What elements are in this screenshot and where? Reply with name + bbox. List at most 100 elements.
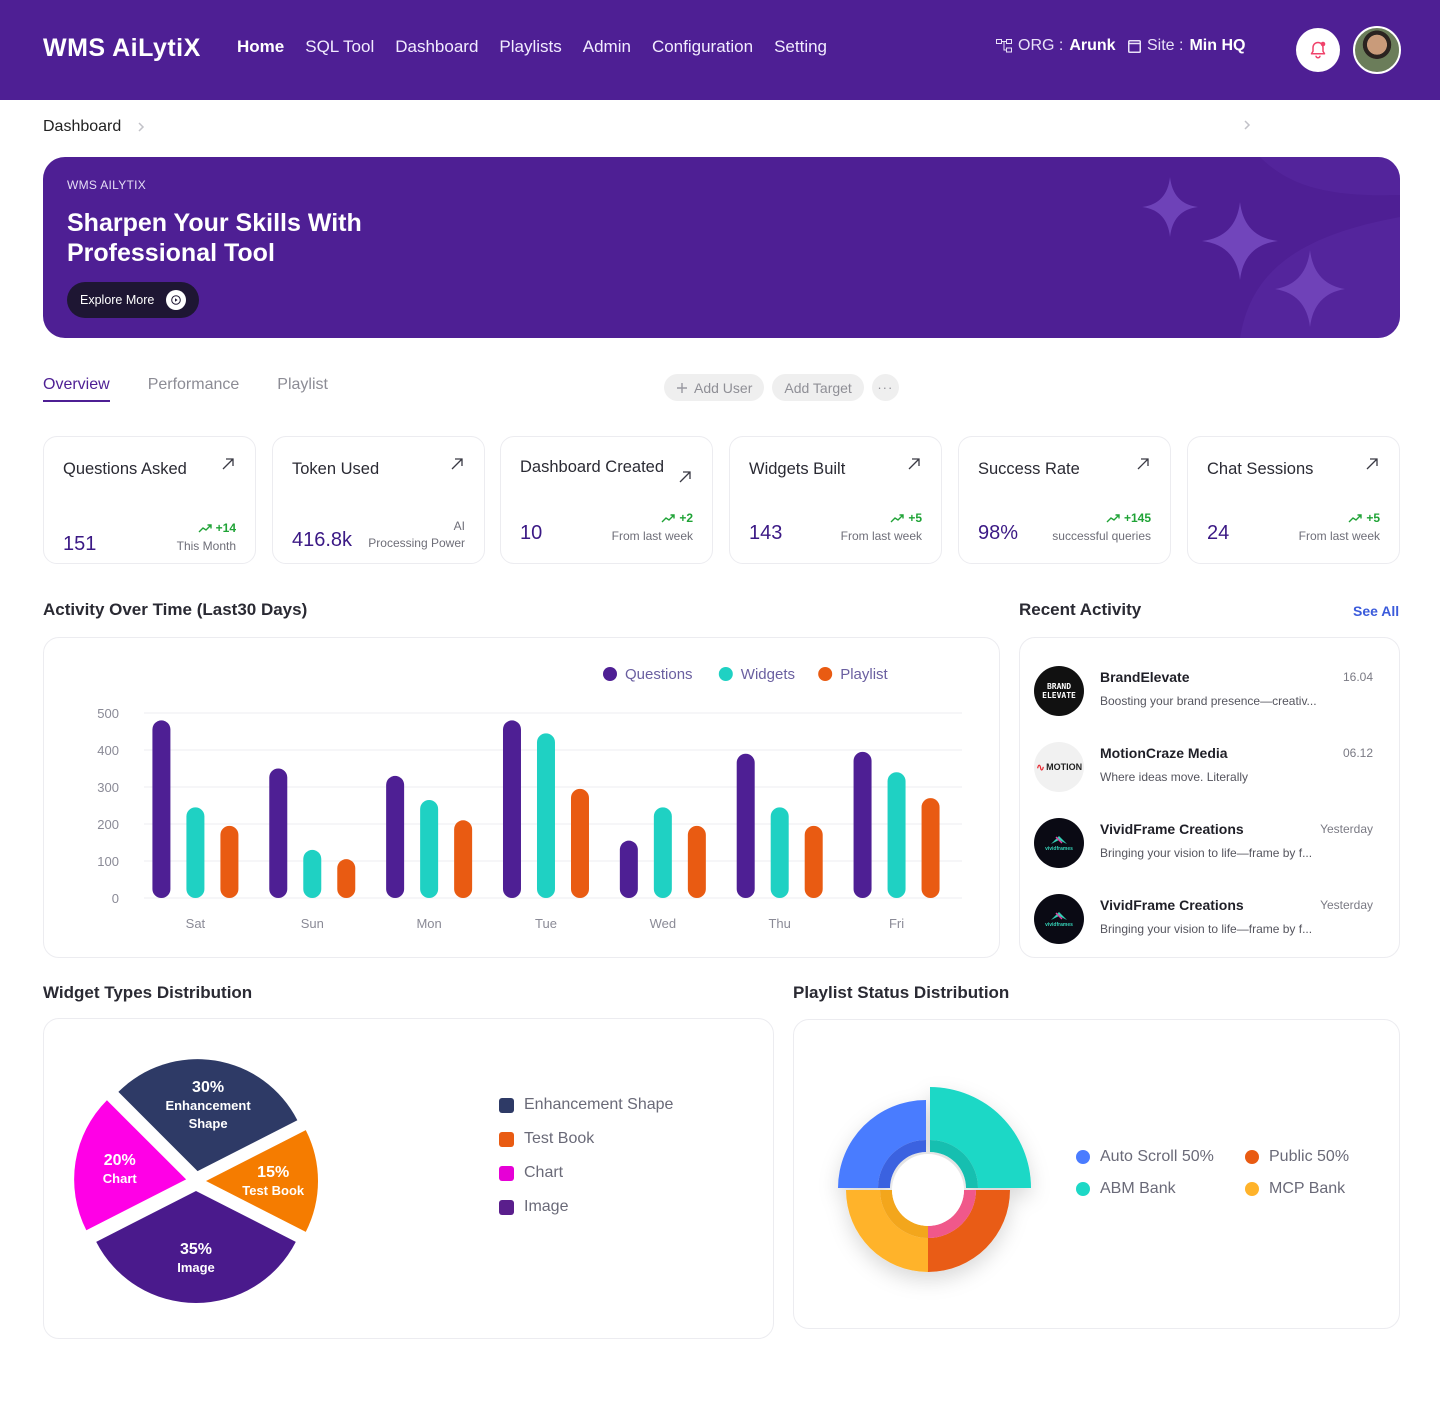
bar-playlist-thu[interactable] bbox=[804, 825, 823, 898]
stat-delta: +5 bbox=[890, 511, 922, 525]
bar-widgets-fri[interactable] bbox=[887, 772, 906, 898]
dashboard-tabs: Overview Performance Playlist bbox=[43, 376, 328, 402]
nav-playlists[interactable]: Playlists bbox=[499, 37, 562, 56]
stat-card-token-used[interactable]: Token Used 416.8k AI Processing Power bbox=[272, 436, 485, 564]
nav-admin[interactable]: Admin bbox=[582, 37, 631, 56]
arrow-up-right-icon[interactable] bbox=[907, 457, 921, 471]
legend-label-widgets[interactable]: Widgets bbox=[741, 666, 795, 683]
donut-segment-public[interactable] bbox=[928, 1190, 1010, 1272]
bar-widgets-mon[interactable] bbox=[420, 799, 439, 898]
tab-performance[interactable]: Performance bbox=[147, 376, 240, 393]
bar-playlist-fri[interactable] bbox=[921, 798, 940, 898]
notifications-button[interactable] bbox=[1296, 28, 1340, 72]
add-target-button[interactable]: Add Target bbox=[772, 374, 864, 401]
donut-segment-auto-scroll[interactable] bbox=[838, 1100, 926, 1188]
bar-widgets-sat[interactable] bbox=[186, 807, 205, 898]
bar-questions-sat[interactable] bbox=[152, 720, 171, 898]
stat-card-success-rate[interactable]: Success Rate 98% +145 successful queries bbox=[958, 436, 1171, 564]
bar-playlist-tue[interactable] bbox=[570, 788, 589, 898]
activity-bar-chart: 0 100 200 300 400 500 Sat Sun Mon Tue Wed Thu Fri Que… bbox=[97, 666, 962, 931]
nav-sql-tool[interactable]: SQL Tool bbox=[305, 37, 375, 56]
activity-item[interactable]: ∿ MOTION MotionCraze Media Where ideas mo… bbox=[1034, 742, 1379, 792]
arrow-up-right-icon[interactable] bbox=[1365, 457, 1379, 471]
bar-questions-mon[interactable] bbox=[386, 775, 405, 898]
y-tick-label: 400 bbox=[97, 743, 119, 758]
bar-questions-thu[interactable] bbox=[736, 753, 755, 898]
donut-segment-mcp-bank[interactable] bbox=[846, 1190, 928, 1272]
breadcrumb-forward-button[interactable] bbox=[1243, 118, 1251, 135]
arrow-up-right-icon[interactable] bbox=[1136, 457, 1150, 471]
playlist-status-donut-chart bbox=[838, 1087, 1031, 1272]
activity-time: Yesterday bbox=[1320, 898, 1373, 912]
legend-swatch bbox=[499, 1199, 514, 1215]
app-logo[interactable]: WMS AiLytiX bbox=[43, 34, 201, 62]
legend-label: Auto Scroll 50% bbox=[1100, 1148, 1214, 1165]
legend-label-questions[interactable]: Questions bbox=[625, 666, 693, 683]
nav-dashboard[interactable]: Dashboard bbox=[395, 37, 479, 56]
tab-overview[interactable]: Overview bbox=[43, 376, 110, 402]
legend-dot-playlist bbox=[818, 667, 833, 681]
x-tick-label: Tue bbox=[535, 916, 557, 931]
arrow-up-right-icon[interactable] bbox=[221, 457, 235, 471]
stat-card-chat-sessions[interactable]: Chat Sessions 24 +5 From last week bbox=[1187, 436, 1400, 564]
tab-playlist[interactable]: Playlist bbox=[277, 376, 328, 393]
activity-name: MotionCraze Media bbox=[1100, 745, 1228, 761]
stat-card-questions-asked[interactable]: Questions Asked 151 +14 This Month bbox=[43, 436, 256, 564]
play-icon bbox=[166, 290, 187, 310]
bell-icon bbox=[1310, 41, 1326, 59]
breadcrumb-current[interactable]: Dashboard bbox=[43, 118, 122, 135]
explore-more-button[interactable]: Explore More bbox=[67, 282, 199, 318]
see-all-link[interactable]: See All bbox=[1353, 603, 1400, 619]
add-user-button[interactable]: Add User bbox=[664, 374, 765, 401]
donut-inner-ring-auto-scroll bbox=[878, 1140, 926, 1188]
activity-time: 06.12 bbox=[1342, 746, 1373, 760]
donut-segment-abm-bank[interactable] bbox=[930, 1087, 1031, 1188]
plus-icon bbox=[677, 382, 687, 393]
bar-questions-tue[interactable] bbox=[502, 720, 521, 898]
nav-home[interactable]: Home bbox=[237, 37, 285, 56]
activity-item[interactable]: vividframes VividFrame Creations Bringin… bbox=[1034, 894, 1379, 944]
bar-playlist-wed[interactable] bbox=[687, 825, 706, 898]
site-label: Site : bbox=[1147, 37, 1184, 54]
legend-label: Enhancement Shape bbox=[524, 1096, 674, 1113]
pie-slice-image[interactable] bbox=[96, 1191, 296, 1303]
stat-caption: From last week bbox=[840, 529, 922, 543]
arrow-up-right-icon[interactable] bbox=[450, 457, 464, 471]
bar-questions-wed[interactable] bbox=[619, 840, 638, 898]
legend-swatch bbox=[1076, 1150, 1090, 1164]
bar-playlist-mon[interactable] bbox=[454, 820, 473, 898]
org-value: Arunk bbox=[1069, 37, 1116, 54]
breadcrumb: Dashboard bbox=[43, 118, 145, 136]
bar-playlist-sun[interactable] bbox=[337, 859, 356, 898]
window-icon bbox=[1128, 39, 1141, 53]
nav-setting[interactable]: Setting bbox=[774, 37, 828, 56]
y-tick-label: 300 bbox=[97, 780, 119, 795]
bar-widgets-tue[interactable] bbox=[536, 733, 555, 898]
activity-item[interactable]: BRAND ELEVATE BrandElevate Boosting your… bbox=[1034, 666, 1379, 716]
pie-slice-enhancement-shape[interactable] bbox=[118, 1059, 298, 1172]
top-navigation-bar: WMS AiLytiX Home SQL Tool Dashboard Play… bbox=[0, 0, 1440, 100]
bar-widgets-sun[interactable] bbox=[303, 849, 322, 898]
stat-value: 151 bbox=[63, 533, 97, 555]
bar-widgets-wed[interactable] bbox=[653, 807, 672, 898]
pie-slice-chart[interactable] bbox=[74, 1100, 187, 1231]
activity-item[interactable]: vividframes VividFrame Creations Bringin… bbox=[1034, 818, 1379, 868]
org-selector[interactable]: ORG : Arunk bbox=[996, 37, 1116, 55]
stat-card-widgets-built[interactable]: Widgets Built 143 +5 From last week bbox=[729, 436, 942, 564]
stat-caption: Processing Power bbox=[368, 536, 465, 550]
legend-label-playlist[interactable]: Playlist bbox=[840, 666, 888, 683]
pie-slice-test-book[interactable] bbox=[206, 1130, 318, 1232]
legend-item-image: Image bbox=[499, 1198, 568, 1216]
site-selector[interactable]: Site : Min HQ bbox=[1128, 37, 1245, 55]
bar-playlist-sat[interactable] bbox=[220, 825, 239, 898]
bar-questions-fri[interactable] bbox=[853, 751, 872, 898]
bar-widgets-thu[interactable] bbox=[770, 807, 789, 898]
nav-configuration[interactable]: Configuration bbox=[651, 37, 754, 56]
more-options-button[interactable]: ··· bbox=[871, 374, 899, 401]
playlist-status-title: Playlist Status Distribution bbox=[793, 983, 1010, 1002]
stat-card-dashboard-created[interactable]: Dashboard Created 10 +2 From last week bbox=[500, 436, 713, 564]
arrow-up-right-icon[interactable] bbox=[678, 470, 692, 484]
x-tick-label: Mon bbox=[416, 916, 441, 931]
user-avatar[interactable] bbox=[1353, 26, 1401, 74]
bar-questions-sun[interactable] bbox=[269, 768, 288, 899]
